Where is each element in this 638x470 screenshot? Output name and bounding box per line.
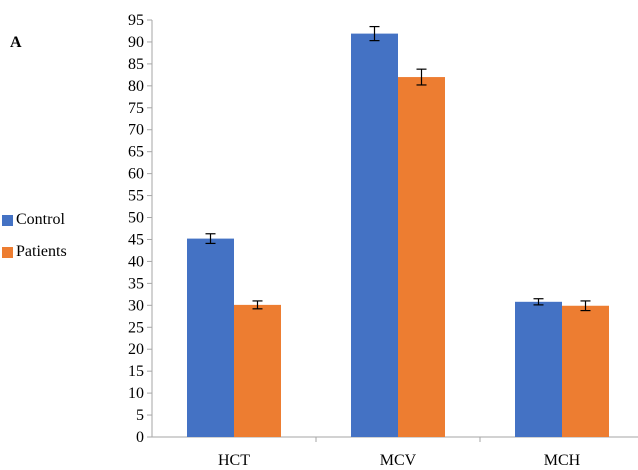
y-tick-label: 70 xyxy=(128,122,144,139)
legend-swatch-control xyxy=(2,214,13,226)
legend: Control Patients xyxy=(2,209,67,273)
y-tick-label: 75 xyxy=(128,100,144,117)
y-tick-label: 50 xyxy=(128,210,144,227)
bar-control xyxy=(351,33,398,438)
y-tick-label: 95 xyxy=(128,12,144,29)
legend-label-control: Control xyxy=(16,211,65,228)
bar-patients xyxy=(562,305,609,437)
y-tick-label: 35 xyxy=(128,275,144,292)
x-tick-label: HCT xyxy=(218,452,250,469)
bar-control xyxy=(187,238,234,437)
legend-item-control: Control xyxy=(2,209,67,231)
bar-patients xyxy=(398,77,445,437)
legend-item-patients: Patients xyxy=(2,241,67,263)
y-tick-label: 55 xyxy=(128,188,144,205)
panel-label: A xyxy=(10,34,22,51)
y-tick-label: 15 xyxy=(128,363,144,380)
bar-control xyxy=(515,301,562,437)
x-tick-label: MCV xyxy=(380,452,417,469)
y-tick-label: 10 xyxy=(128,385,144,402)
y-tick-label: 85 xyxy=(128,56,144,73)
y-tick-label: 65 xyxy=(128,144,144,161)
bar-patients xyxy=(234,304,281,437)
y-tick-label: 40 xyxy=(128,253,144,270)
y-tick-label: 25 xyxy=(128,319,144,336)
y-tick-label: 30 xyxy=(128,297,144,314)
y-tick-label: 20 xyxy=(128,341,144,358)
x-tick-label: MCH xyxy=(544,452,581,469)
y-tick-label: 80 xyxy=(128,78,144,95)
y-tick-label: 90 xyxy=(128,34,144,51)
legend-label-patients: Patients xyxy=(16,243,67,260)
y-tick-label: 60 xyxy=(128,166,144,183)
y-tick-label: 0 xyxy=(136,429,144,446)
y-tick-label: 45 xyxy=(128,231,144,248)
y-tick-label: 5 xyxy=(136,407,144,424)
legend-swatch-patients xyxy=(2,246,13,258)
